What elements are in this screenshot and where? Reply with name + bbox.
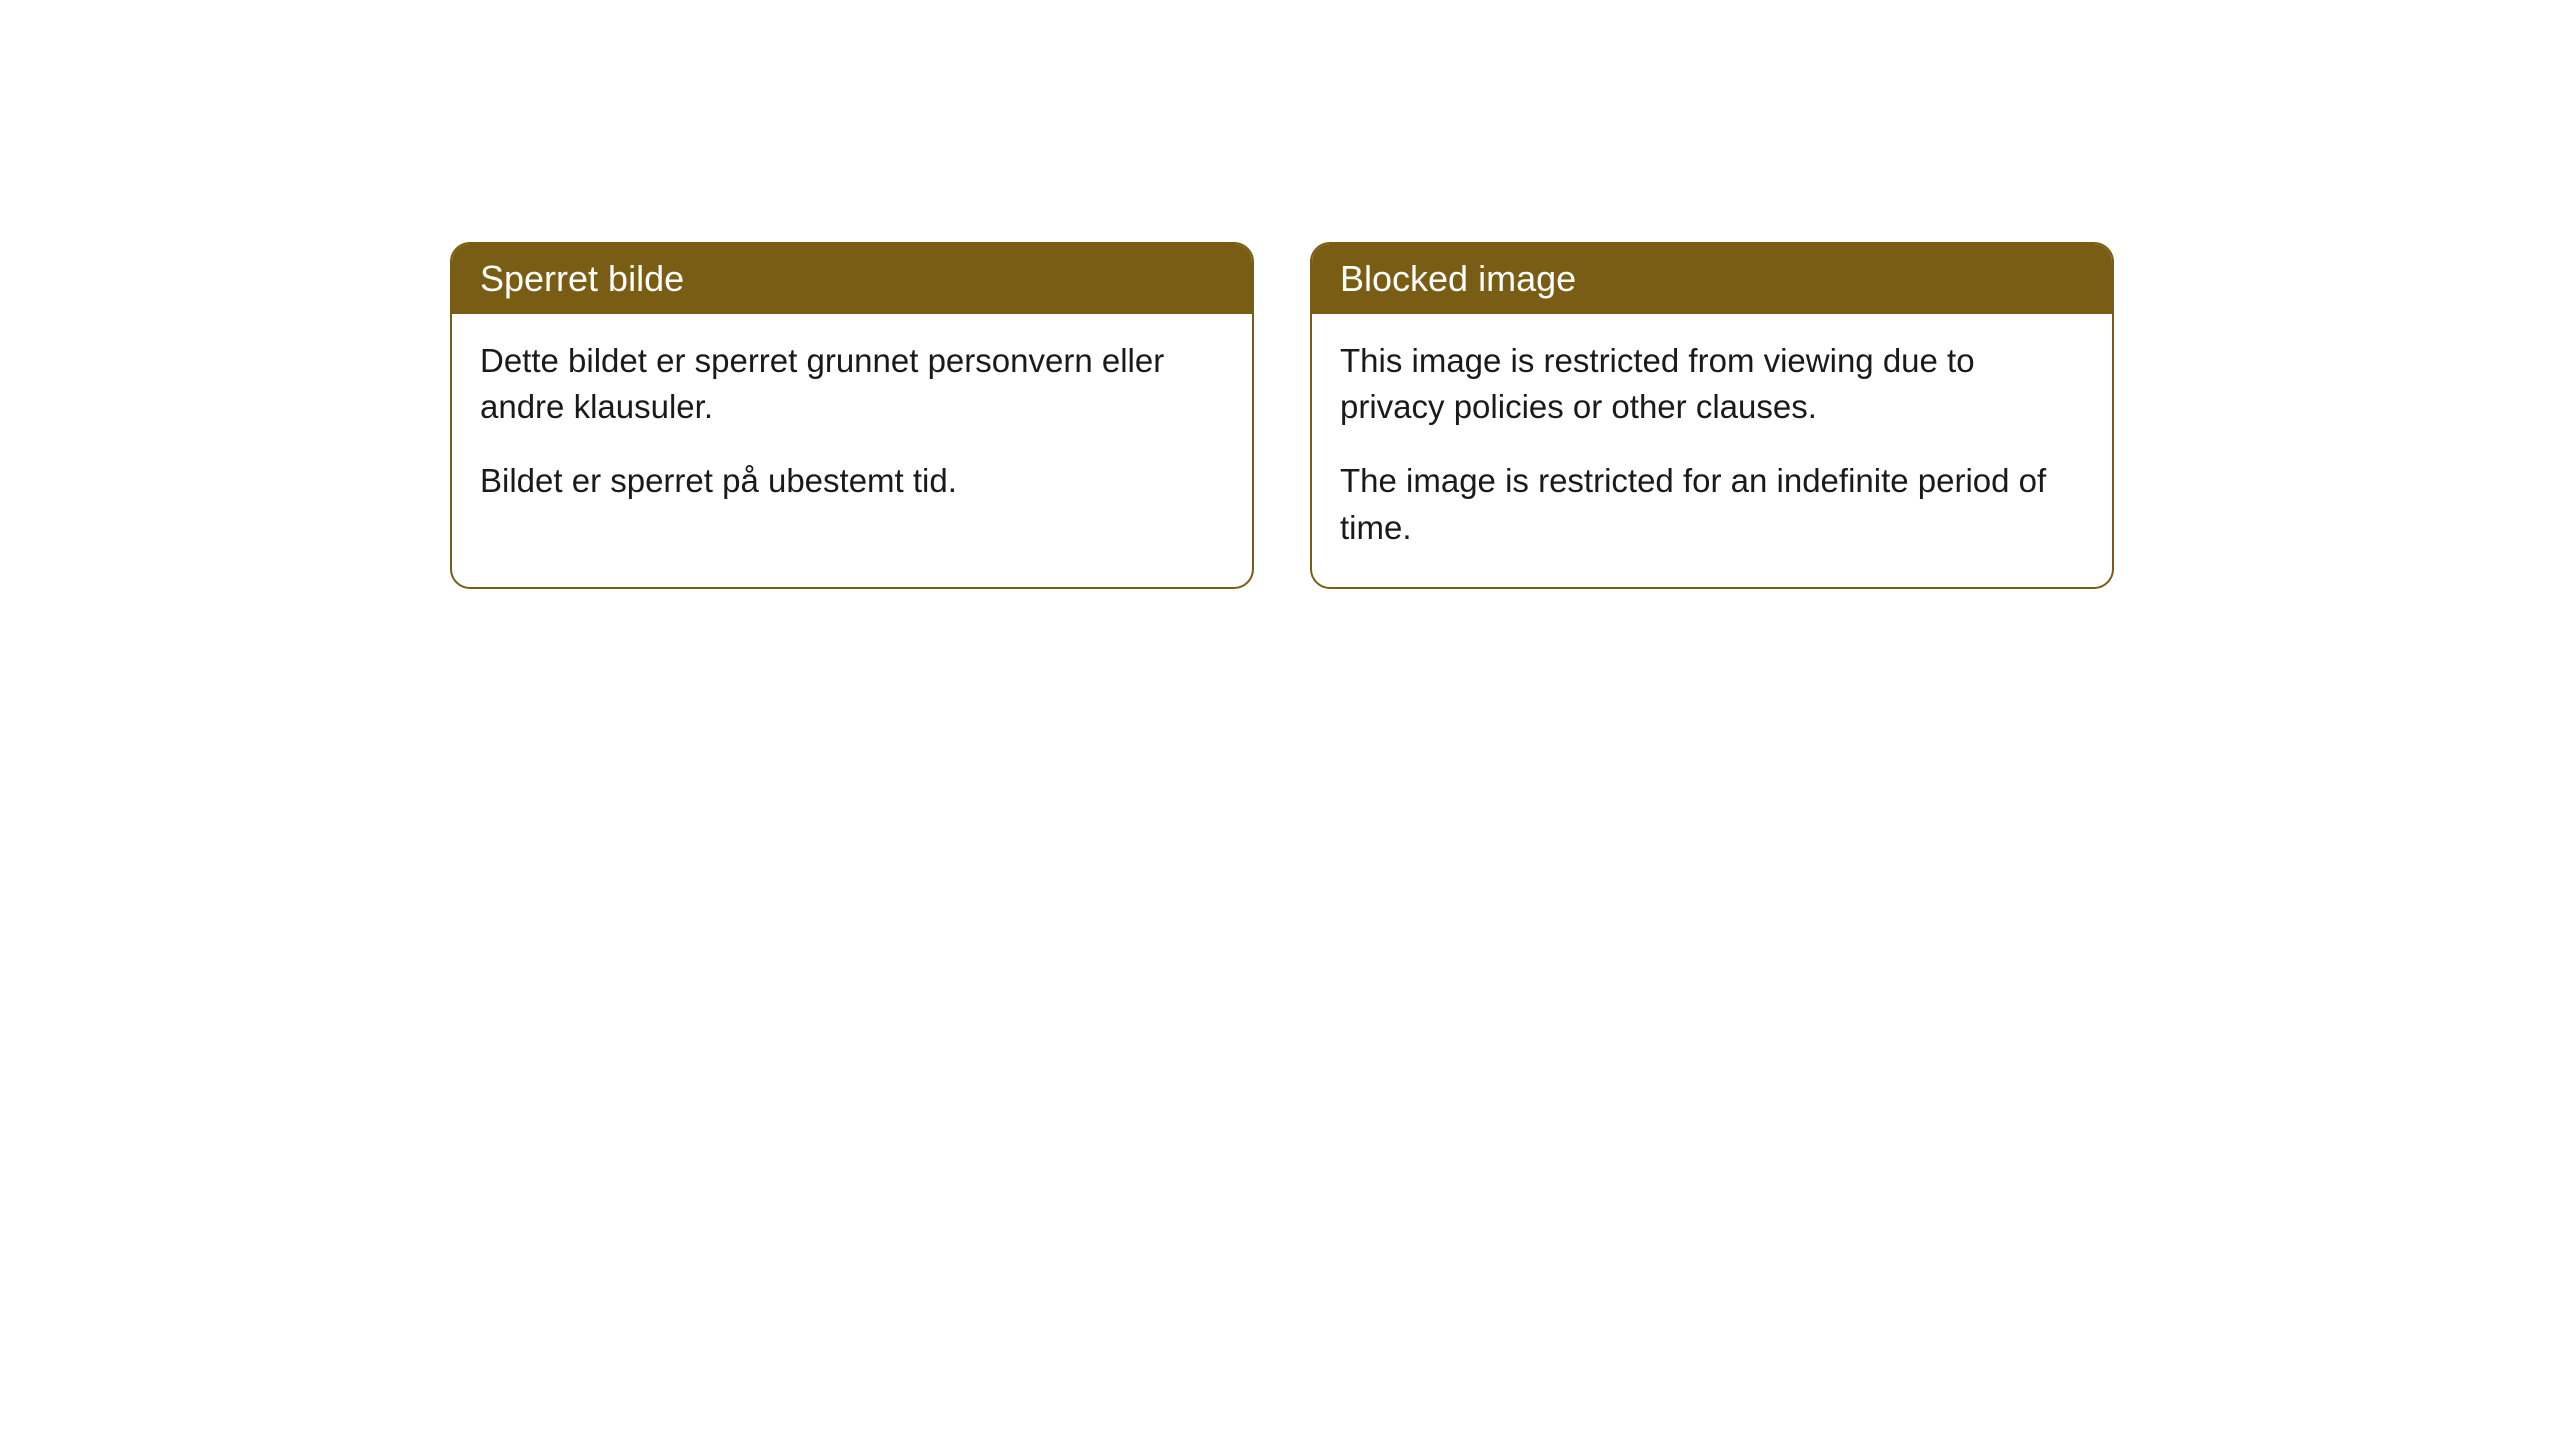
card-paragraph-2: Bildet er sperret på ubestemt tid. (480, 458, 1224, 504)
card-header-english: Blocked image (1312, 244, 2112, 314)
card-body-english: This image is restricted from viewing du… (1312, 314, 2112, 587)
cards-container: Sperret bilde Dette bildet er sperret gr… (0, 0, 2560, 589)
card-paragraph-1: This image is restricted from viewing du… (1340, 338, 2084, 430)
card-body-norwegian: Dette bildet er sperret grunnet personve… (452, 314, 1252, 541)
card-paragraph-2: The image is restricted for an indefinit… (1340, 458, 2084, 550)
card-header-norwegian: Sperret bilde (452, 244, 1252, 314)
blocked-image-card-english: Blocked image This image is restricted f… (1310, 242, 2114, 589)
card-paragraph-1: Dette bildet er sperret grunnet personve… (480, 338, 1224, 430)
blocked-image-card-norwegian: Sperret bilde Dette bildet er sperret gr… (450, 242, 1254, 589)
